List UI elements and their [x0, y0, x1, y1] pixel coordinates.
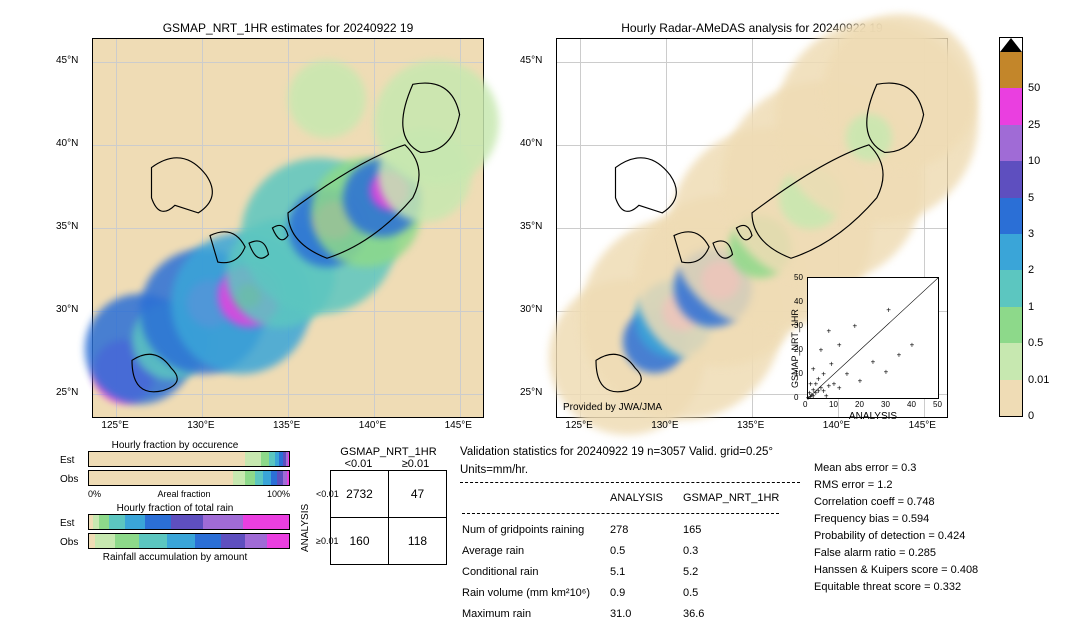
provider-label: Provided by JWA/JMA: [563, 402, 662, 413]
ct-col-sub1: ≥0.01: [387, 458, 444, 470]
hfrac-xl0: 0%: [88, 489, 101, 499]
ct-col-sub0: <0.01: [330, 458, 387, 470]
ct-row-header: ANALYSIS: [300, 504, 311, 552]
hfrac-block: Hourly fraction by occurence EstObs 0% A…: [60, 440, 290, 563]
ct-00: 2732: [331, 471, 389, 518]
hfrac-xl1: Areal fraction: [157, 489, 210, 499]
colorbar: 00.010.51235102550: [1000, 38, 1022, 416]
stats-left: Validation statistics for 20240922 19 n=…: [460, 444, 800, 626]
ct-row-sub1: ≥0.01: [316, 536, 330, 546]
ct-row-sub0: <0.01: [316, 489, 330, 499]
ct-10: 160: [331, 518, 389, 565]
hfrac-xl2: 100%: [267, 489, 290, 499]
scatter-ylabel: GSMAP_NRT_1HR: [790, 309, 800, 388]
map-right: Hourly Radar-AMeDAS analysis for 2024092…: [556, 38, 948, 418]
hfrac-tot-title: Hourly fraction of total rain: [60, 503, 290, 514]
ct-01: 47: [389, 471, 447, 518]
hfrac-accum-title: Rainfall accumulation by amount: [60, 552, 290, 563]
map-left: GSMAP_NRT_1HR estimates for 20240922 19: [92, 38, 484, 418]
contingency-block: GSMAP_NRT_1HR <0.01 ≥0.01 ANALYSIS <0.01…: [300, 446, 447, 565]
contingency-table: 273247 160118: [330, 470, 447, 565]
stats-title: Validation statistics for 20240922 19 n=…: [460, 444, 800, 480]
stats-table: ANALYSISGSMAP_NRT_1HRNum of gridpoints r…: [460, 487, 799, 626]
scatter-inset: +++++++++++++++++++++++++++++++ 01020304…: [807, 277, 939, 399]
ct-col-header: GSMAP_NRT_1HR: [330, 446, 447, 458]
ct-11: 118: [389, 518, 447, 565]
hfrac-occ-title: Hourly fraction by occurence: [60, 440, 290, 451]
map-left-title: GSMAP_NRT_1HR estimates for 20240922 19: [93, 21, 483, 35]
stats-scores: Mean abs error = 0.3RMS error = 1.2Corre…: [814, 460, 978, 596]
